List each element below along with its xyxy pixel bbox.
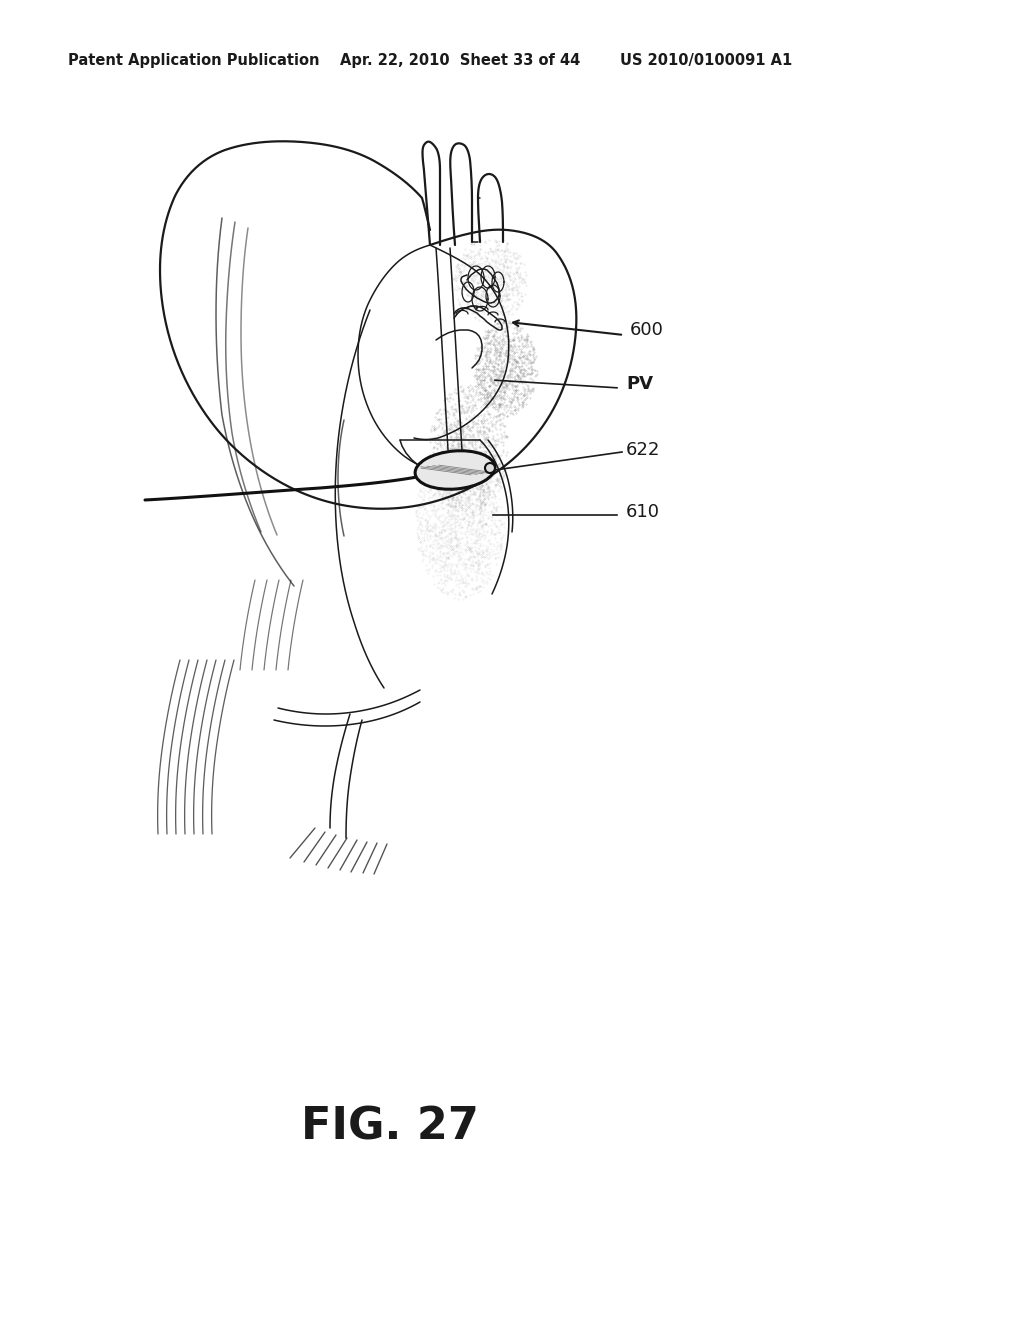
Circle shape [485, 463, 495, 473]
Text: PV: PV [626, 375, 653, 393]
Text: Apr. 22, 2010  Sheet 33 of 44: Apr. 22, 2010 Sheet 33 of 44 [340, 53, 581, 69]
Text: 600: 600 [630, 321, 664, 339]
Text: Patent Application Publication: Patent Application Publication [68, 53, 319, 69]
Ellipse shape [415, 450, 495, 490]
Text: FIG. 27: FIG. 27 [301, 1105, 479, 1148]
Text: 610: 610 [626, 503, 660, 521]
Text: 622: 622 [626, 441, 660, 459]
Text: US 2010/0100091 A1: US 2010/0100091 A1 [620, 53, 793, 69]
